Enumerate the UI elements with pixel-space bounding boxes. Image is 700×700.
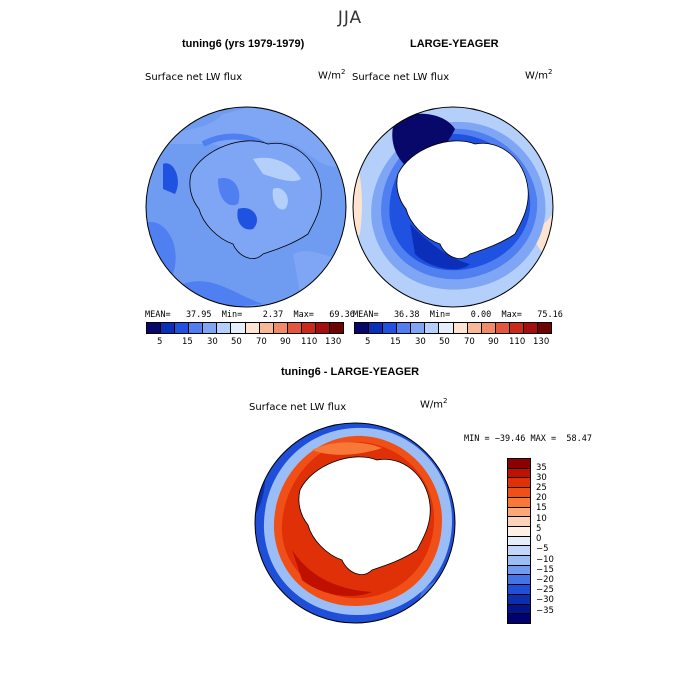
panel1-stats: MEAN= 37.95 Min= 2.37 Max= 69.36 (145, 310, 355, 320)
colorbar-swatch (425, 323, 440, 333)
colorbar-swatch (508, 575, 530, 586)
colorbar-swatch (217, 323, 232, 333)
colorbar-swatch (383, 323, 398, 333)
colorbar-swatch (189, 323, 204, 333)
colorbar-swatch (508, 478, 530, 489)
map-panel-large-yeager (352, 106, 554, 308)
colorbar-swatch (467, 323, 482, 333)
colorbar-swatch (508, 546, 530, 557)
colorbar-swatch (508, 507, 530, 518)
panel2-variable-label: Surface net LW flux (352, 72, 450, 83)
colorbar-swatch (245, 323, 260, 333)
diff-variable-label: Surface net LW flux (249, 402, 347, 413)
colorbar-swatch (397, 323, 412, 333)
colorbar-swatch (508, 459, 530, 469)
panel1-colorbar-ticks: 5 15 30 50 70 90 110 130 (157, 337, 342, 347)
colorbar-swatch (355, 323, 370, 333)
colorbar-swatch (508, 517, 530, 527)
colorbar-swatch (509, 323, 524, 333)
diff-units: W/m2 (420, 397, 448, 411)
colorbar-swatch (147, 323, 162, 333)
panel2-colorbar (354, 322, 552, 334)
panel2-stats: MEAN= 36.38 Min= 0.00 Max= 75.16 (353, 310, 563, 320)
diff-colorbar-ticks: 35 30 25 20 15 10 5 0 −5 −10 −15 −20 −25… (536, 463, 554, 616)
panel2-colorbar-ticks: 5 15 30 50 70 90 110 130 (365, 337, 550, 347)
colorbar-swatch (508, 614, 530, 623)
colorbar-swatch (203, 323, 218, 333)
panel2-units: W/m2 (525, 68, 553, 82)
colorbar-swatch (508, 585, 530, 595)
colorbar-swatch (273, 323, 288, 333)
colorbar-swatch (315, 323, 331, 333)
panel1-units: W/m2 (318, 68, 346, 82)
colorbar-swatch (161, 323, 176, 333)
colorbar-swatch (439, 323, 454, 333)
colorbar-swatch (175, 323, 190, 333)
colorbar-swatch (508, 526, 530, 537)
colorbar-swatch (481, 323, 496, 333)
diff-colorbar (507, 458, 531, 624)
colorbar-swatch (523, 323, 539, 333)
colorbar-swatch (508, 468, 530, 479)
colorbar-swatch (301, 323, 316, 333)
colorbar-swatch (369, 323, 384, 333)
diff-panel-title: tuning6 - LARGE-YEAGER (281, 366, 420, 378)
colorbar-swatch (508, 488, 530, 498)
colorbar-swatch (508, 497, 530, 508)
panel1-colorbar (146, 322, 344, 334)
colorbar-swatch (453, 323, 468, 333)
season-title: JJA (337, 8, 363, 28)
panel-title-tuning6: tuning6 (yrs 1979-1979) (182, 38, 305, 50)
colorbar-swatch (508, 536, 530, 547)
diff-minmax: MIN = −39.46 MAX = 58.47 (464, 434, 592, 444)
panel-title-large-yeager: LARGE-YEAGER (410, 38, 499, 50)
map-panel-tuning6 (145, 106, 347, 308)
colorbar-swatch (508, 594, 530, 605)
map-panel-difference (254, 422, 456, 624)
panel1-variable-label: Surface net LW flux (145, 72, 243, 83)
colorbar-swatch (538, 323, 552, 333)
colorbar-swatch (411, 323, 426, 333)
colorbar-swatch (495, 323, 510, 333)
colorbar-swatch (508, 565, 530, 576)
colorbar-swatch (508, 604, 530, 615)
colorbar-swatch (287, 323, 302, 333)
colorbar-swatch (330, 323, 344, 333)
colorbar-swatch (259, 323, 274, 333)
colorbar-swatch (231, 323, 246, 333)
colorbar-swatch (508, 556, 530, 566)
